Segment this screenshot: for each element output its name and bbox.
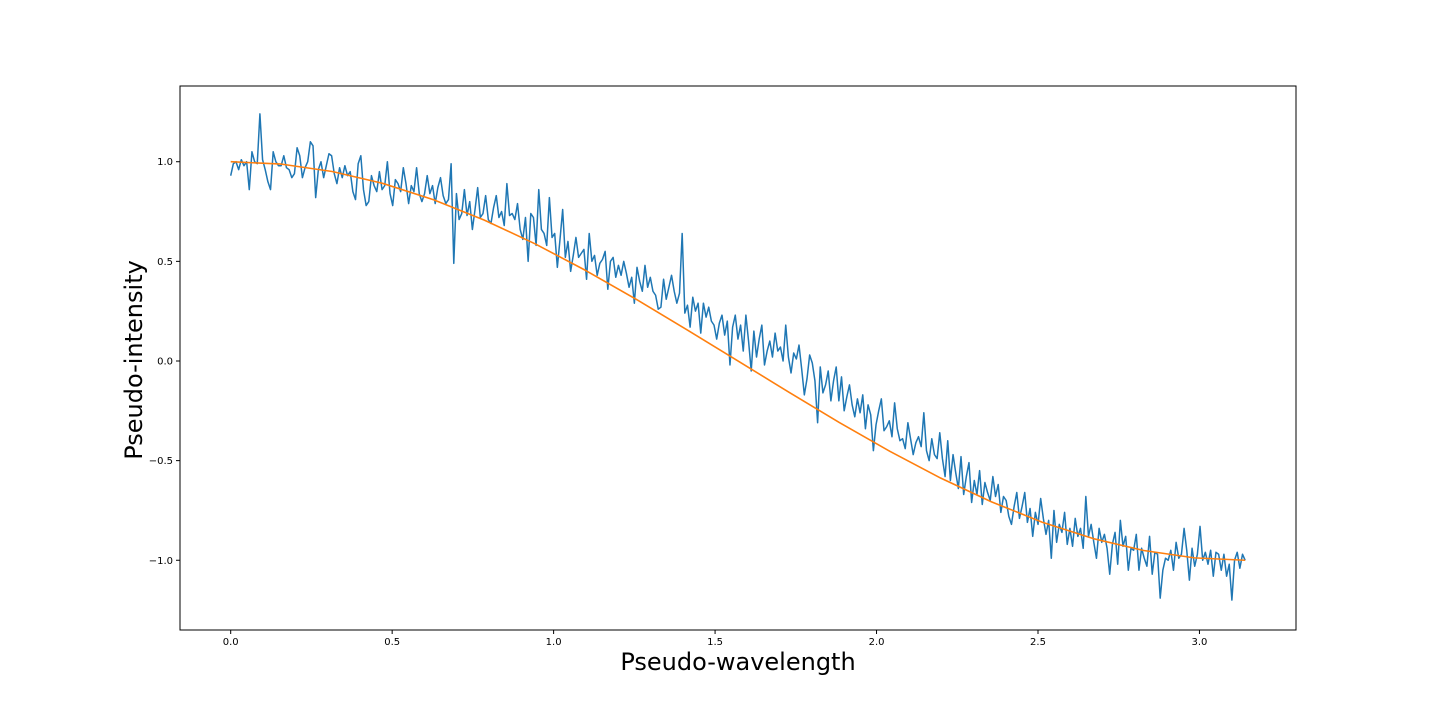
plot-frame — [179, 85, 1297, 631]
y-axis-ticks: −1.0 −0.5 0.0 0.5 1.0 — [149, 157, 180, 567]
x-axis-label: Pseudo-wavelength — [620, 648, 855, 676]
x-tick-label: 2.0 — [869, 637, 885, 648]
y-tick-label: −0.5 — [149, 456, 173, 467]
x-tick-label: 0.0 — [223, 637, 239, 648]
y-axis-label: Pseudo-intensity — [120, 260, 148, 460]
x-tick-label: 3.0 — [1191, 637, 1207, 648]
x-tick-label: 1.5 — [707, 637, 723, 648]
y-tick-label: 0.5 — [157, 257, 173, 268]
y-tick-label: 0.0 — [157, 356, 173, 367]
x-tick-label: 2.5 — [1030, 637, 1046, 648]
x-tick-label: 1.0 — [546, 637, 562, 648]
x-axis-ticks: 0.0 0.5 1.0 1.5 2.0 2.5 3.0 — [223, 630, 1207, 648]
y-tick-label: 1.0 — [157, 157, 173, 168]
series-layer — [229, 113, 1246, 601]
series-line-2 — [230, 160, 1246, 562]
y-tick-label: −1.0 — [149, 556, 173, 567]
x-tick-label: 0.5 — [384, 637, 400, 648]
